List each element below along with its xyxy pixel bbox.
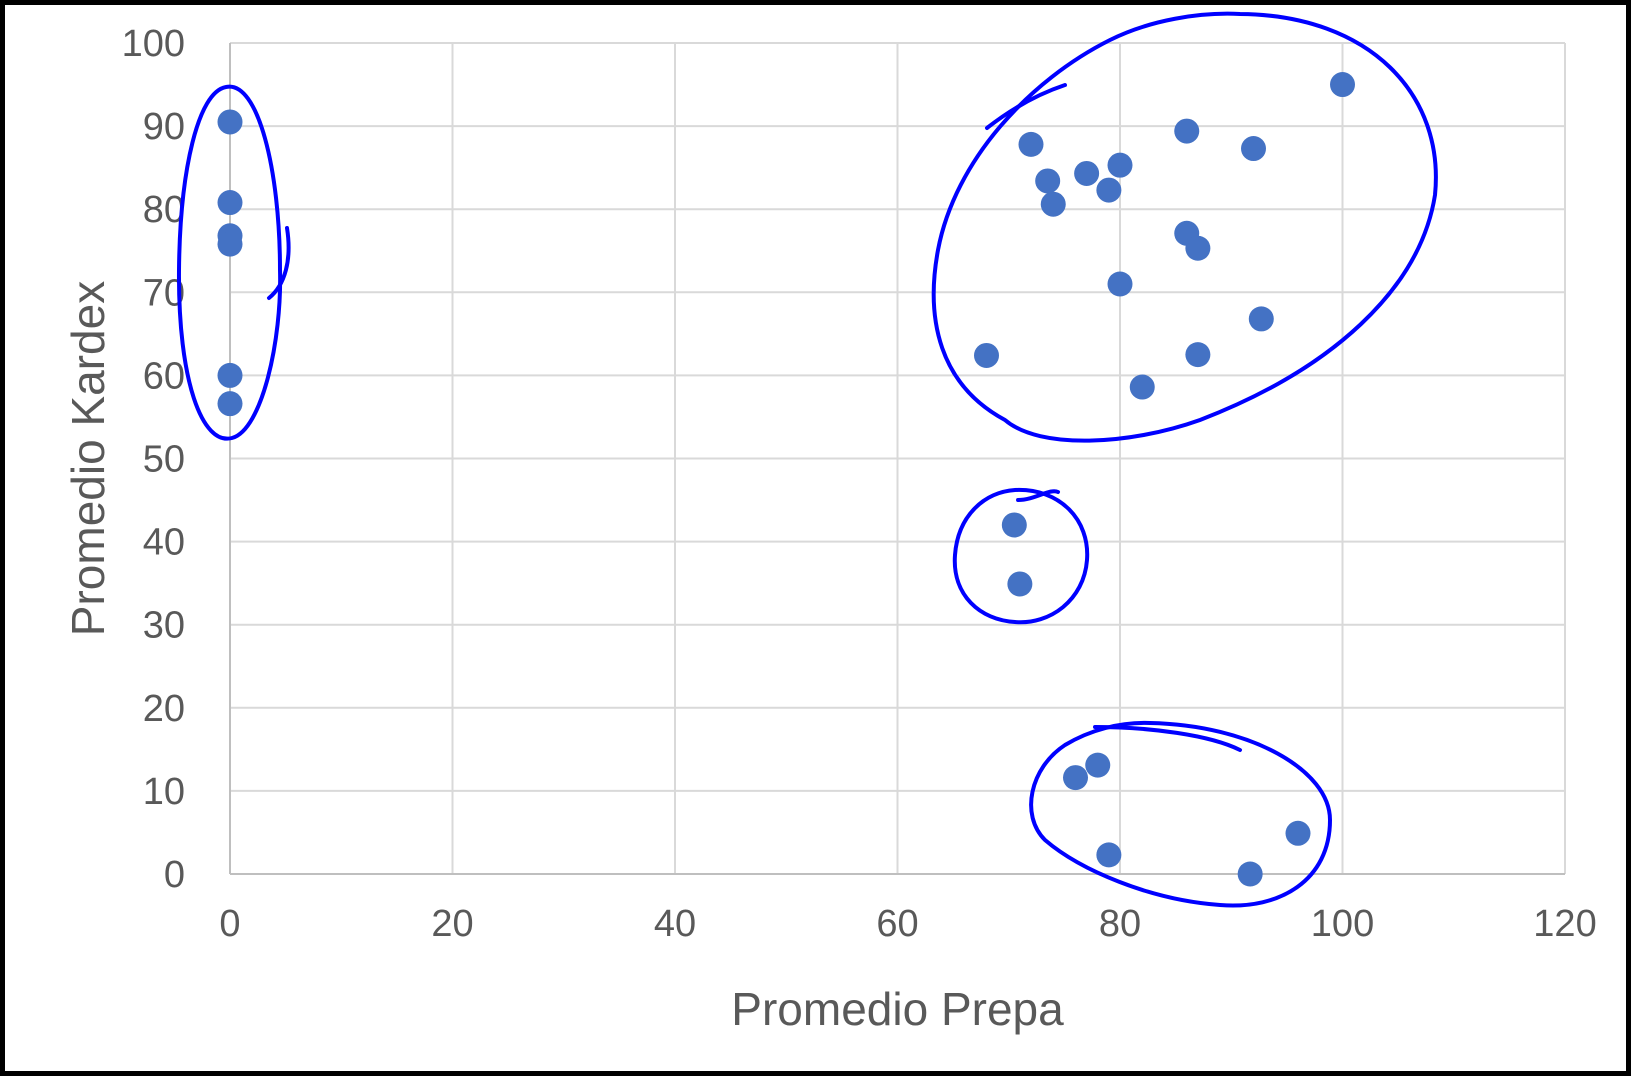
x-tick-label: 0 (219, 903, 240, 945)
scatter-point (1018, 131, 1044, 157)
y-tick-label: 50 (143, 439, 185, 481)
scatter-point (1096, 842, 1122, 868)
scatter-point (1007, 571, 1033, 597)
scatter-point (1248, 306, 1274, 332)
scatter-point (1241, 136, 1266, 162)
pen-stroke-left (267, 226, 291, 300)
y-tick-label: 20 (143, 688, 185, 730)
x-tick-label: 100 (1311, 903, 1374, 945)
hand-drawn-annotations (176, 11, 1438, 908)
pen-stroke-bottom-right (1093, 725, 1242, 752)
scatter-point (1107, 271, 1133, 297)
pen-stroke-top-right (985, 83, 1067, 130)
cluster-ellipse-bottom-right (1029, 720, 1333, 908)
cluster-ellipse-middle (952, 487, 1090, 625)
scatter-point (1063, 765, 1088, 791)
scatter-point (1185, 235, 1211, 261)
scatter-point (1237, 861, 1263, 887)
gridlines (230, 42, 1566, 874)
y-tick-label: 0 (164, 854, 185, 896)
scatter-point (1085, 752, 1111, 778)
x-tick-label: 80 (1099, 903, 1141, 945)
scatter-point (1285, 820, 1311, 846)
scatter-point (217, 190, 243, 216)
x-tick-label: 40 (654, 903, 696, 945)
x-tick-labels: 0 20 40 60 80 100 120 (219, 903, 1596, 945)
scatter-point (974, 342, 999, 368)
y-tick-label: 100 (122, 23, 185, 65)
x-tick-label: 60 (876, 903, 918, 945)
y-axis-title: Promedio Kardex (62, 281, 114, 636)
pen-stroke-middle (1016, 489, 1060, 502)
scatter-point (217, 109, 243, 135)
y-tick-label: 30 (143, 605, 185, 647)
scatter-point (217, 391, 243, 417)
scatter-point (1129, 374, 1155, 400)
scatter-point (1330, 72, 1355, 98)
y-tick-label: 90 (143, 106, 185, 148)
axes (229, 43, 1565, 875)
y-tick-label: 60 (143, 355, 185, 397)
scatter-point (1174, 118, 1200, 144)
y-tick-label: 80 (143, 189, 185, 231)
scatter-point (217, 231, 243, 257)
scatter-point (1185, 342, 1211, 368)
y-tick-label: 40 (143, 522, 185, 564)
data-points (217, 72, 1355, 887)
scatter-point (1107, 152, 1133, 178)
scatter-point (217, 362, 243, 388)
scatter-point (1074, 160, 1100, 186)
scatter-point (1035, 168, 1061, 194)
scatter-point (1001, 512, 1027, 538)
y-tick-label: 10 (143, 771, 185, 813)
cluster-ellipse-left (176, 84, 283, 441)
scatter-point (1096, 177, 1122, 203)
x-tick-label: 20 (431, 903, 473, 945)
x-axis-title: Promedio Prepa (731, 983, 1064, 1035)
scatter-point (1040, 191, 1066, 217)
x-tick-label: 120 (1533, 903, 1596, 945)
cluster-ellipse-top-right (931, 11, 1438, 443)
